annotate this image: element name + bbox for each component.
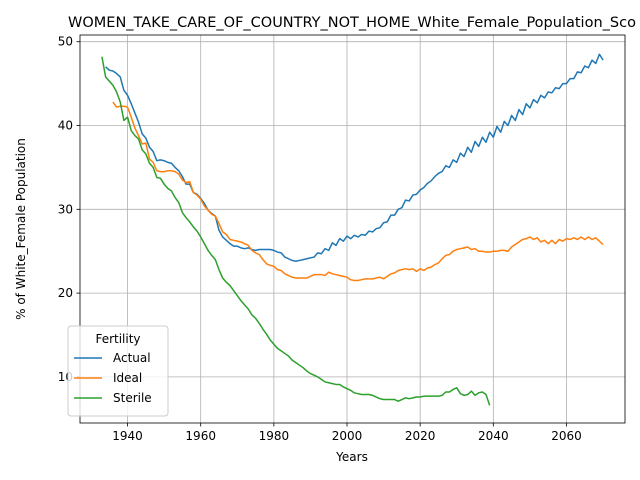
x-tick-label: 1980 bbox=[259, 429, 290, 443]
x-tick-label: 1960 bbox=[185, 429, 216, 443]
chart-title: WOMEN_TAKE_CARE_OF_COUNTRY_NOT_HOME_Whit… bbox=[68, 15, 636, 31]
plot-frame bbox=[79, 34, 626, 424]
series-line-actual bbox=[105, 53, 604, 263]
legend-title: Fertility bbox=[95, 332, 140, 346]
y-tick-label: 40 bbox=[58, 119, 73, 133]
series-layer bbox=[101, 53, 604, 406]
y-tick-label: 20 bbox=[58, 286, 73, 300]
x-tick-label: 2040 bbox=[478, 429, 509, 443]
legend: Fertility Actual Ideal Sterile bbox=[67, 325, 169, 417]
legend-box bbox=[67, 325, 169, 417]
y-tick-label: 30 bbox=[58, 202, 73, 216]
x-tick-label: 2020 bbox=[405, 429, 436, 443]
x-tick-label: 2000 bbox=[332, 429, 363, 443]
grid bbox=[80, 35, 625, 423]
x-tick-label: 2060 bbox=[551, 429, 582, 443]
y-tick-label: 50 bbox=[58, 35, 73, 49]
series-line-ideal bbox=[112, 101, 604, 282]
legend-label-actual: Actual bbox=[113, 351, 151, 365]
x-axis-label: Years bbox=[335, 450, 368, 464]
legend-label-sterile: Sterile bbox=[113, 391, 152, 405]
series-line-sterile bbox=[101, 56, 491, 406]
x-tick-label: 1940 bbox=[112, 429, 143, 443]
legend-entries: Actual Ideal Sterile bbox=[74, 351, 152, 405]
legend-label-ideal: Ideal bbox=[113, 371, 142, 385]
y-axis-label: % of White_Female Population bbox=[14, 138, 28, 320]
